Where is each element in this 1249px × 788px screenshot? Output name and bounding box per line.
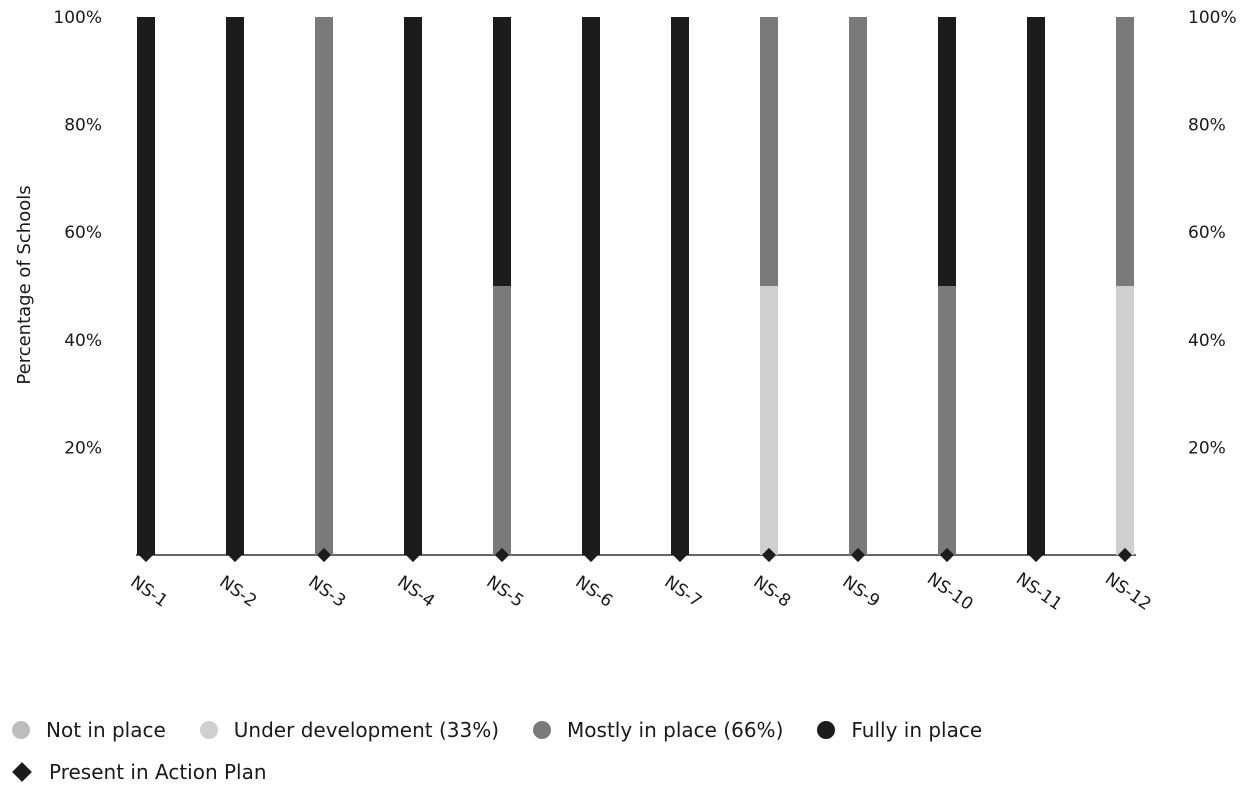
- x-tick-label: NS-12: [1101, 569, 1154, 615]
- x-tick-label: NS-6: [572, 572, 617, 612]
- x-axis: NS-1 NS-2 NS-3 NS-4 NS-5 NS-6 NS-7 NS-8 NS-9 NS-1…: [127, 569, 1155, 615]
- bar-segment: [1116, 286, 1134, 555]
- y-tick-right: 60%: [1188, 223, 1226, 243]
- x-tick-label: NS-4: [394, 572, 439, 612]
- action-plan-marker: [138, 547, 154, 563]
- y-axis-label: Percentage of Schools: [14, 185, 35, 384]
- bar-segment: [1027, 17, 1045, 555]
- x-tick-label: NS-2: [216, 572, 261, 612]
- x-tick-label: NS-11: [1012, 569, 1065, 615]
- legend-row-1: Not in place Under development (33%) Mos…: [12, 718, 1016, 742]
- legend-diamond-icon: [12, 762, 32, 782]
- action-plan-marker: [227, 547, 243, 563]
- legend-label-mostly-in-place: Mostly in place (66%): [567, 718, 784, 742]
- y-tick-left: 40%: [64, 331, 102, 351]
- legend-row-2: Present in Action Plan: [12, 760, 301, 784]
- bar-segment: [849, 17, 867, 555]
- action-plan-marker: [316, 547, 332, 563]
- chart: 20% 40% 60% 80% 100% 20% 40% 60% 80% 100% Percen…: [14, 8, 1237, 615]
- x-tick-label: NS-8: [750, 572, 795, 612]
- action-plan-marker: [405, 547, 421, 563]
- y-tick-left: 80%: [64, 116, 102, 136]
- bars: [137, 17, 1134, 555]
- legend-item-fully-in-place: Fully in place: [817, 718, 982, 742]
- y-axis-right: 20% 40% 60% 80% 100%: [1188, 8, 1237, 458]
- action-plan-marker: [1028, 547, 1044, 563]
- bar-segment: [1116, 17, 1134, 286]
- bar-segment: [938, 17, 956, 286]
- bar-segment: [404, 17, 422, 555]
- bar-segment: [938, 286, 956, 555]
- bar-segment: [760, 17, 778, 286]
- x-tick-label: NS-9: [839, 572, 884, 612]
- action-plan-marker: [761, 547, 777, 563]
- legend-label-not-in-place: Not in place: [46, 718, 166, 742]
- action-plan-marker: [939, 547, 955, 563]
- x-tick-label: NS-10: [923, 569, 976, 615]
- action-plan-markers: [138, 547, 1133, 563]
- y-tick-right: 20%: [1188, 438, 1226, 458]
- y-tick-right: 100%: [1188, 8, 1237, 28]
- action-plan-marker: [494, 547, 510, 563]
- x-tick-label: NS-3: [305, 572, 350, 612]
- y-tick-left: 60%: [64, 223, 102, 243]
- action-plan-marker: [850, 547, 866, 563]
- y-tick-right: 80%: [1188, 116, 1226, 136]
- action-plan-marker: [583, 547, 599, 563]
- bar-segment: [493, 286, 511, 555]
- bar-segment: [137, 17, 155, 555]
- y-tick-left: 20%: [64, 438, 102, 458]
- legend-swatch-mostly-in-place: [533, 721, 552, 739]
- bar-segment: [582, 17, 600, 555]
- legend-item-not-in-place: Not in place: [12, 718, 166, 742]
- legend-label-action-plan: Present in Action Plan: [49, 760, 267, 784]
- bar-segment: [226, 17, 244, 555]
- legend-label-fully-in-place: Fully in place: [851, 718, 983, 742]
- action-plan-marker: [672, 547, 688, 563]
- legend-item-under-development: Under development (33%): [199, 718, 500, 742]
- x-tick-label: NS-5: [483, 572, 528, 612]
- x-tick-label: NS-1: [127, 572, 172, 612]
- legend-label-under-development: Under development (33%): [233, 718, 500, 742]
- bar-segment: [671, 17, 689, 555]
- y-axis-left: 20% 40% 60% 80% 100%: [53, 8, 102, 458]
- y-tick-right: 40%: [1188, 331, 1226, 351]
- legend-swatch-fully-in-place: [817, 721, 836, 739]
- legend-swatch-under-development: [199, 721, 218, 739]
- legend-item-mostly-in-place: Mostly in place (66%): [533, 718, 783, 742]
- legend-item-action-plan: Present in Action Plan: [12, 760, 267, 784]
- bar-segment: [315, 17, 333, 555]
- action-plan-marker: [1117, 547, 1133, 563]
- y-tick-left: 100%: [53, 8, 102, 28]
- bar-segment: [760, 286, 778, 555]
- bar-segment: [493, 17, 511, 286]
- x-tick-label: NS-7: [661, 572, 706, 612]
- legend-swatch-not-in-place: [12, 721, 30, 739]
